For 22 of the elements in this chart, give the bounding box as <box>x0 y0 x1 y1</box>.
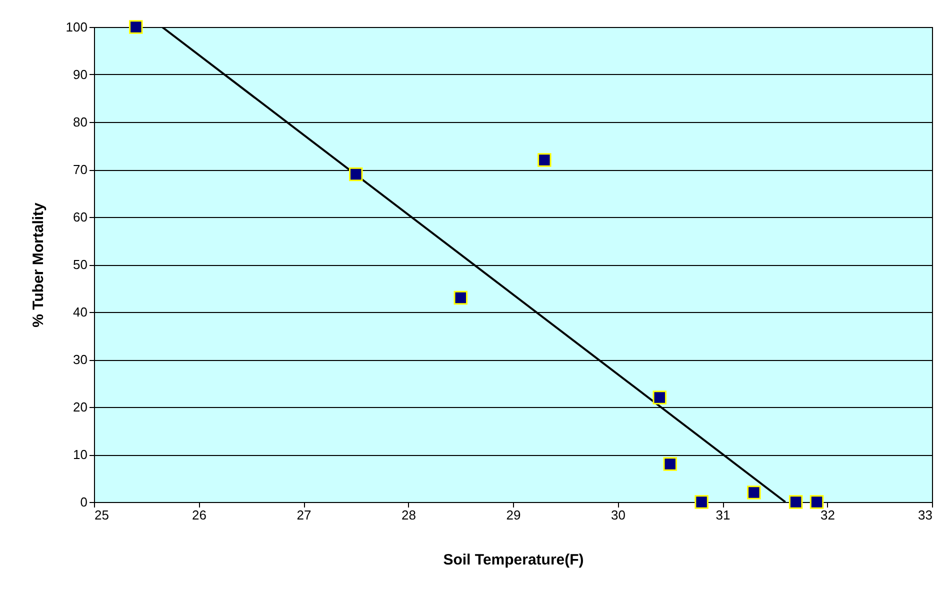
x-axis-title: Soil Temperature(F) <box>443 552 584 568</box>
y-tick-label: 10 <box>73 447 88 462</box>
x-tick-label: 25 <box>94 508 109 522</box>
y-tick-label: 50 <box>73 257 88 272</box>
y-tick-label: 100 <box>66 20 88 34</box>
y-tick-label: 30 <box>73 352 88 367</box>
x-tick-label: 33 <box>918 508 932 522</box>
y-tick-label: 60 <box>73 210 88 224</box>
y-tick-label: 90 <box>73 67 88 82</box>
y-tick-label: 80 <box>73 114 88 130</box>
x-tick-label: 26 <box>192 508 206 522</box>
x-tick-label: 30 <box>611 508 626 522</box>
x-tick-label: 31 <box>716 508 730 522</box>
x-tick-label: 28 <box>402 508 416 522</box>
y-tick-label: 0 <box>80 494 88 510</box>
y-tick-label: 40 <box>73 304 88 320</box>
x-tick-label: 27 <box>296 508 312 522</box>
x-tick-label: 29 <box>506 508 521 522</box>
x-tick-label: 32 <box>820 508 835 522</box>
y-axis-title: % Tuber Mortality <box>30 202 47 328</box>
y-tick-label: 70 <box>73 162 88 177</box>
y-tick-label: 20 <box>73 400 88 414</box>
